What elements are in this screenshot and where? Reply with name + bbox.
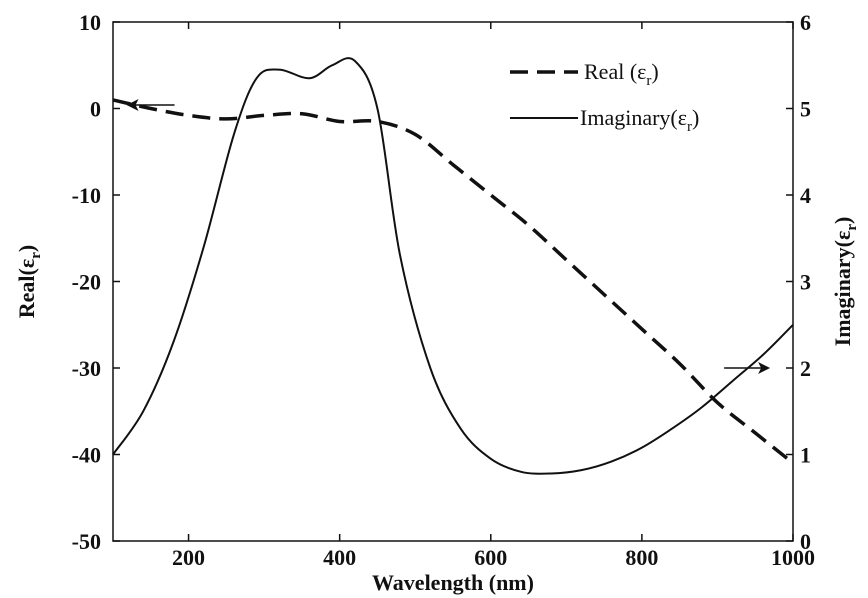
y-left-tick-label: 10 (79, 10, 101, 35)
legend-label-imaginary-main: Imaginary(ε (580, 105, 687, 130)
y-right-tick-label: 2 (800, 356, 811, 381)
y-right-axis-title-close: ) (830, 217, 855, 224)
series-line-imaginary (112, 57, 794, 475)
y-left-tick-label: -30 (72, 356, 101, 381)
x-tick-label: 600 (474, 545, 507, 570)
y-left-axis-title-main: Real(ε (14, 259, 39, 319)
y-right-tick-label: 3 (800, 270, 811, 295)
x-tick-label: 800 (625, 545, 658, 570)
y-left-tick-label: 0 (90, 97, 101, 122)
x-tick-label: 400 (323, 545, 356, 570)
legend-label-imaginary: Imaginary(εr) (580, 105, 699, 135)
y-left-tick-label: -10 (72, 183, 101, 208)
y-left-axis-title: Real(εr) (14, 245, 44, 319)
series-line-real (112, 98, 795, 465)
x-tick-label: 200 (172, 545, 205, 570)
y-left-tick-label: -20 (72, 270, 101, 295)
left-axis-arrowhead (126, 99, 139, 112)
legend-label-real-main: Real (ε (584, 59, 646, 84)
y-left-axis-title-subscript: r (28, 252, 44, 259)
legend-label-real-close: ) (651, 59, 658, 84)
y-right-axis-title-subscript: r (844, 224, 860, 231)
y-right-tick-label: 6 (800, 10, 811, 35)
y-left-axis-title-close: ) (14, 245, 39, 252)
legend-label-real: Real (εr) (584, 59, 659, 89)
legend-label-imaginary-subscript: r (687, 119, 692, 135)
y-right-tick-label: 5 (800, 97, 811, 122)
legend-label-real-subscript: r (646, 73, 651, 89)
y-right-axis-title-main: Imaginary(ε (830, 231, 855, 347)
y-right-tick-label: 0 (800, 529, 811, 554)
y-right-tick-label: 1 (800, 443, 811, 468)
right-axis-arrowhead (758, 362, 771, 374)
plot-frame (112, 21, 794, 542)
legend-label-imaginary-close: ) (692, 105, 699, 130)
y-left-tick-label: -50 (72, 529, 101, 554)
x-axis-title: Wavelength (nm) (372, 570, 534, 595)
x-tick-label: 1000 (771, 545, 815, 570)
y-left-tick-label: -40 (72, 443, 101, 468)
y-right-tick-label: 4 (800, 183, 811, 208)
y-right-axis-title: Imaginary(εr) (830, 217, 860, 347)
